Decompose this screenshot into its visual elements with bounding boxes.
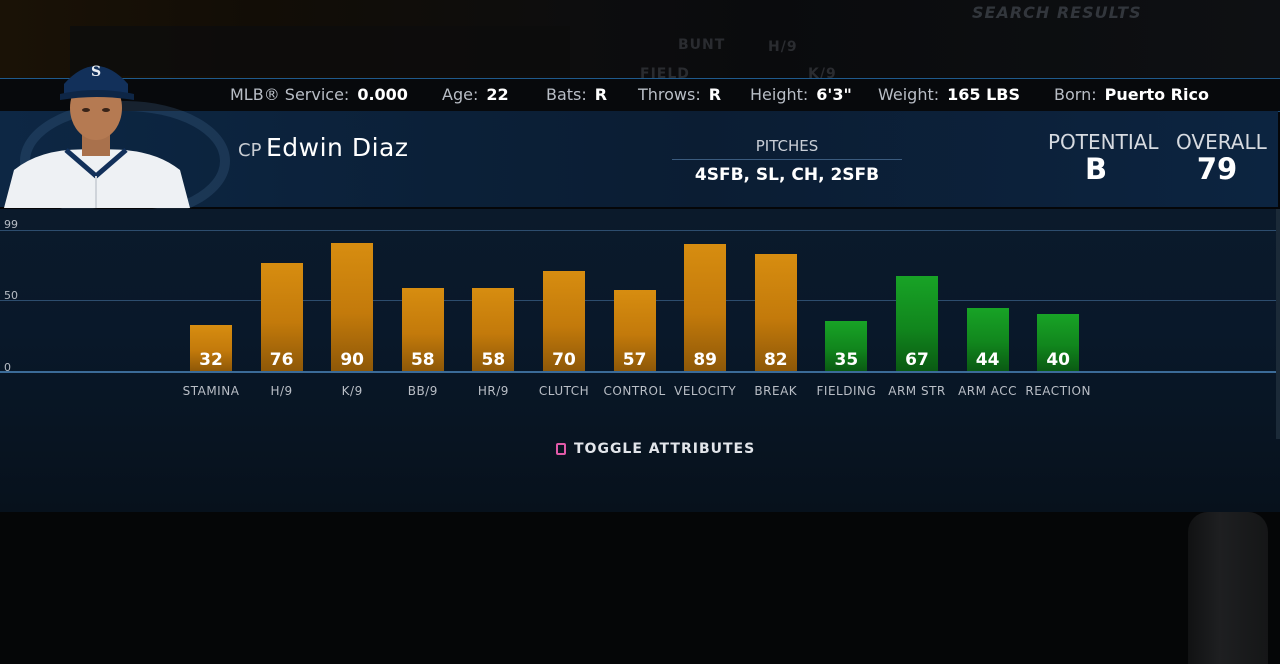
attributes-bar-chart: 99 50 0 32 STAMINA 76 H/9 90 K/9 58 BB/9 58 HR/9 7… — [0, 209, 1280, 512]
bar-value-k-9: 90 — [340, 350, 365, 370]
bar-value-arm-acc: 44 — [975, 350, 1000, 370]
height-info: Height: 6'3" — [750, 85, 852, 104]
bar-label-arm-str: ARM STR — [888, 384, 946, 398]
bar-bb-9 — [401, 288, 444, 371]
bar-value-bb-9: 58 — [410, 350, 435, 370]
bar-arm-str — [896, 275, 938, 371]
bats-info: Bats: R — [546, 85, 608, 104]
bar-value-stamina: 32 — [199, 350, 223, 370]
bar-clutch — [543, 271, 585, 371]
player-position: CP — [238, 140, 262, 161]
potential-label: POTENTIAL — [1048, 130, 1159, 154]
player-name: Edwin Diaz — [266, 133, 409, 162]
search-results-title: SEARCH RESULTS — [972, 3, 1142, 22]
potential-value: B — [1084, 152, 1108, 186]
bar-hr-9 — [472, 288, 515, 371]
background-label-bunt: BUNT — [678, 37, 726, 53]
bar-value-h-9: 76 — [269, 350, 294, 370]
overall-value: 79 — [1196, 152, 1238, 186]
bar-label-clutch: CLUTCH — [538, 384, 590, 398]
bar-label-k-9: K/9 — [341, 384, 363, 398]
bar-fielding — [825, 321, 868, 371]
bar-value-reaction: 40 — [1046, 350, 1071, 370]
bar-stamina — [190, 325, 232, 371]
bar-value-control: 57 — [622, 350, 647, 370]
player-info-bar: MLB® Service: 0.000 Age: 22 Bats: R Throws:… — [0, 78, 1280, 112]
background-label-h9: H/9 — [768, 39, 798, 55]
bar-value-clutch: 70 — [552, 350, 576, 370]
bar-label-break: BREAK — [754, 384, 798, 398]
bar-label-h-9: H/9 — [270, 384, 293, 398]
bar-label-velocity: VELOCITY — [674, 384, 737, 398]
throws-info: Throws: R — [638, 85, 722, 104]
bar-break — [754, 254, 797, 371]
bar-label-reaction: REACTION — [1025, 384, 1091, 398]
bar-value-break: 82 — [763, 350, 788, 370]
y-tick-50: 50 — [4, 289, 18, 302]
chart-right-edge — [1276, 209, 1280, 439]
bar-control — [613, 289, 656, 371]
gridline-99 — [0, 230, 1276, 231]
bar-value-arm-str: 67 — [905, 350, 929, 370]
bar-value-hr-9: 58 — [481, 350, 506, 370]
toggle-attributes-label: TOGGLE ATTRIBUTES — [574, 441, 756, 457]
pitches-value: 4SFB, SL, CH, 2SFB — [694, 165, 880, 185]
bar-label-fielding: FIELDING — [816, 384, 877, 398]
born-info: Born: Puerto Rico — [1054, 85, 1209, 104]
bar-arm-acc — [966, 308, 1009, 371]
background-panel — [70, 26, 570, 76]
bar-value-fielding: 35 — [834, 350, 859, 370]
y-tick-99: 99 — [4, 218, 18, 231]
pitches-label: PITCHES — [672, 137, 902, 160]
weight-info: Weight: 165 LBS — [878, 85, 1021, 104]
chart-baseline — [0, 371, 1276, 373]
service-info: MLB® Service: 0.000 — [230, 85, 408, 104]
bar-k-9 — [331, 242, 374, 371]
player-portrait: S — [4, 50, 190, 208]
age-info: Age: 22 — [442, 85, 509, 104]
toggle-attributes-button[interactable]: TOGGLE ATTRIBUTES — [556, 441, 755, 457]
svg-text:S: S — [91, 64, 101, 80]
bar-label-control: CONTROL — [603, 384, 666, 398]
y-tick-0: 0 — [4, 361, 11, 374]
bar-velocity — [684, 244, 727, 371]
square-button-icon — [556, 443, 566, 455]
bar-label-bb-9: BB/9 — [407, 384, 438, 398]
background-bottom — [0, 512, 1280, 664]
background-player-figure — [1188, 512, 1268, 664]
overall-label: OVERALL — [1176, 130, 1267, 154]
bar-reaction — [1037, 314, 1080, 371]
bar-label-stamina: STAMINA — [182, 384, 240, 398]
bar-value-velocity: 89 — [693, 350, 718, 370]
bar-label-hr-9: HR/9 — [477, 384, 509, 398]
bar-h-9 — [260, 262, 303, 371]
bar-label-arm-acc: ARM ACC — [958, 384, 1018, 398]
